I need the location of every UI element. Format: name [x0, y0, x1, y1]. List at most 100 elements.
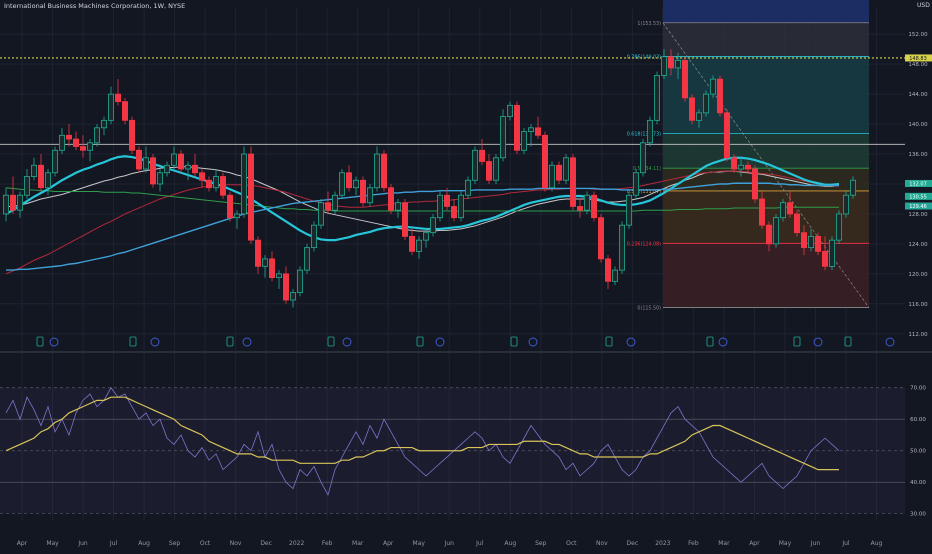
- candle-body: [247, 153, 254, 241]
- symbol-title: International Business Machines Corporat…: [4, 2, 186, 10]
- candle-body: [191, 164, 198, 174]
- candle-body: [184, 164, 191, 170]
- candle-body: [401, 202, 408, 237]
- candle-body: [303, 247, 310, 271]
- candle-body: [261, 258, 268, 267]
- candle-body: [738, 164, 745, 170]
- candle-body: [850, 179, 857, 196]
- candle-body: [80, 146, 87, 151]
- candle-body: [66, 134, 73, 140]
- moving-average-line: [5, 187, 839, 212]
- candle-body: [115, 93, 122, 103]
- x-tick-label: Feb: [688, 540, 699, 547]
- resistance-tag-bg: [905, 54, 932, 62]
- y-tick-label: 124.00: [908, 242, 928, 248]
- earnings-marker-icon: [36, 336, 44, 347]
- candle-body: [464, 179, 471, 196]
- candle-body: [408, 236, 415, 252]
- dividend-marker-icon: [626, 337, 636, 347]
- candle-body: [429, 217, 436, 234]
- candle-body: [647, 119, 654, 144]
- dividend-marker-icon: [49, 337, 59, 347]
- rsi-tick-label: 60.00: [910, 417, 926, 423]
- candle-body: [815, 236, 822, 252]
- candle-body: [156, 172, 163, 185]
- candle-body: [282, 273, 289, 301]
- candle-body: [549, 164, 556, 189]
- x-tick-label: Jul: [841, 540, 850, 547]
- candle-body: [170, 153, 177, 166]
- fib-level-label: 0.786(149.03): [627, 54, 661, 60]
- fib-level-label: 0.5(134.11): [633, 166, 661, 172]
- dividend-marker-icon: [242, 337, 252, 347]
- y-tick-label: 148.00: [908, 62, 928, 68]
- candle-body: [640, 142, 647, 174]
- rsi-tick-label: 70.00: [910, 386, 926, 392]
- x-tick-label: Apr: [383, 540, 394, 547]
- candle-body: [780, 202, 787, 219]
- earnings-marker-icon: [844, 336, 852, 347]
- moving-average-line: [5, 170, 840, 275]
- fib-zone: [663, 168, 869, 191]
- dividend-marker-icon: [528, 337, 538, 347]
- fib-level-label: 0.236(124.08): [627, 241, 661, 247]
- resistance-tag: 148.83: [909, 56, 927, 62]
- earnings-marker-icon: [129, 336, 137, 347]
- rsi-tick-label: 30.00: [910, 512, 926, 518]
- candle-body: [521, 131, 528, 151]
- candle-body: [142, 157, 149, 170]
- candle-body: [689, 97, 696, 121]
- x-tick-label: 2023: [655, 540, 670, 547]
- candle-body: [478, 149, 485, 162]
- candle-body: [240, 153, 247, 215]
- x-tick-label: Aug: [138, 540, 150, 547]
- y-tick-label: 140.00: [908, 122, 928, 128]
- dividend-marker-icon: [885, 337, 895, 347]
- candle-body: [38, 164, 45, 189]
- candle-body: [310, 224, 317, 249]
- dividend-marker-icon: [435, 337, 445, 347]
- y-tick-label: 116.00: [908, 302, 928, 308]
- x-tick-label: Dec: [627, 540, 639, 547]
- candle-body: [3, 194, 9, 215]
- candle-body: [612, 269, 619, 282]
- candle-body: [542, 134, 549, 189]
- fib-zone: [663, 22, 869, 57]
- candle-body: [205, 179, 212, 189]
- moving-average-line: [6, 182, 839, 271]
- candle-body: [338, 172, 345, 196]
- candle-body: [829, 239, 836, 267]
- earnings-marker-icon: [226, 336, 234, 347]
- candle-body: [30, 164, 37, 177]
- x-tick-label: May: [413, 540, 426, 547]
- x-tick-label: Feb: [322, 540, 333, 547]
- candle-body: [177, 153, 184, 170]
- candle-body: [514, 104, 521, 151]
- candle-body: [219, 176, 226, 196]
- candle-body: [506, 104, 513, 117]
- candle-body: [324, 202, 331, 211]
- x-tick-label: Oct: [566, 540, 577, 547]
- x-tick-label: Aug: [504, 540, 516, 547]
- candle-body: [23, 176, 30, 196]
- candle-body: [759, 198, 766, 226]
- fib-zone: [663, 0, 869, 23]
- candle-body: [499, 116, 506, 159]
- candle-body: [101, 119, 108, 129]
- rsi-series-line: [5, 396, 839, 471]
- x-tick-label: Dec: [260, 540, 272, 547]
- price-tag-bg: [905, 202, 932, 210]
- candle-body: [703, 93, 710, 114]
- candle-body: [226, 194, 233, 219]
- candle-body: [380, 153, 387, 189]
- fib-zone: [663, 243, 869, 308]
- candle-body: [128, 119, 135, 151]
- candle-body: [296, 269, 303, 293]
- y-tick-label: 128.00: [908, 212, 928, 218]
- candle-body: [359, 179, 366, 204]
- candle-body: [773, 217, 780, 245]
- candle-body: [794, 213, 801, 234]
- x-tick-label: Jul: [109, 540, 118, 547]
- rsi-series-line: [5, 387, 840, 496]
